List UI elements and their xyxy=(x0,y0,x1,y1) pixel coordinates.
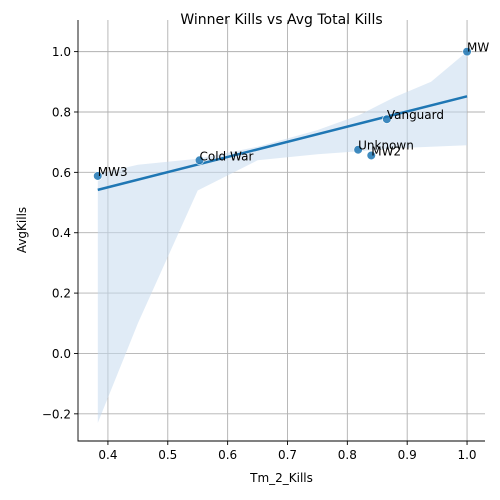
y-tick-label: 0.4 xyxy=(52,226,71,240)
x-axis-label: Tm_2_Kills xyxy=(249,471,313,485)
x-axis-ticks: 0.4 0.5 0.6 0.7 0.8 0.9 1.0 xyxy=(98,441,477,462)
data-points xyxy=(93,47,472,181)
scatter-point xyxy=(93,171,103,181)
point-label: MW xyxy=(467,41,489,55)
point-label: Vanguard xyxy=(387,108,444,122)
x-tick-label: 0.5 xyxy=(158,448,177,462)
scatter-point xyxy=(382,114,392,124)
y-tick-label: 1.0 xyxy=(52,45,71,59)
regression-line xyxy=(97,95,468,192)
x-tick-label: 0.7 xyxy=(278,448,297,462)
scatter-point xyxy=(353,145,363,155)
point-label: MW2 xyxy=(371,144,401,158)
axis-spines xyxy=(77,20,485,442)
x-tick-label: 0.9 xyxy=(398,448,417,462)
point-label: Unknown xyxy=(358,139,414,153)
y-tick-label: 0.0 xyxy=(52,347,71,361)
point-label: Cold War xyxy=(200,149,254,163)
y-tick-label: −0.2 xyxy=(42,407,71,421)
y-tick-label: 0.6 xyxy=(52,166,71,180)
y-tick-label: 0.8 xyxy=(52,105,71,119)
x-tick-label: 0.8 xyxy=(338,448,357,462)
chart-title: Winner Kills vs Avg Total Kills xyxy=(180,12,382,28)
confidence-band xyxy=(97,51,468,423)
scatter-point xyxy=(366,150,376,161)
y-axis-label: AvgKills xyxy=(15,207,29,253)
point-label: MW3 xyxy=(98,165,128,179)
y-axis-ticks: −0.2 0.0 0.2 0.4 0.6 0.8 1.0 xyxy=(42,45,78,421)
x-tick-label: 0.4 xyxy=(98,448,117,462)
scatter-point xyxy=(462,47,472,57)
x-tick-label: 0.6 xyxy=(218,448,237,462)
scatter-point xyxy=(194,155,205,165)
x-tick-label: 1.0 xyxy=(457,448,476,462)
y-tick-label: 0.2 xyxy=(52,287,71,301)
